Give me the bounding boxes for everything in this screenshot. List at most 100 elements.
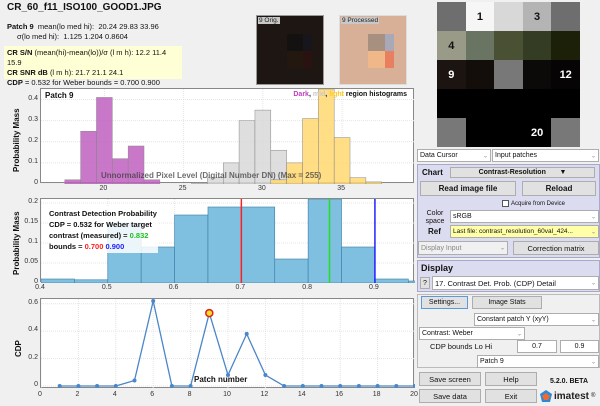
save-screen-button[interactable]: Save screen: [419, 372, 481, 386]
patch-stats: Patch 9 mean(lo med hi): 20.24 29.83 33.…: [7, 22, 159, 41]
axis-tick-label: 8: [187, 391, 192, 398]
axis-tick-label: 0.05: [24, 258, 38, 265]
axis-tick-label: 0.1: [28, 238, 38, 245]
patch-cell[interactable]: [522, 31, 552, 60]
display-select[interactable]: 17. Contrast Det. Prob. (CDP) Detail ⌄: [432, 276, 599, 290]
patch-cell[interactable]: [551, 31, 580, 60]
cdp-hi-input[interactable]: 0.9: [560, 340, 599, 353]
cdp-lo-input[interactable]: 0.7: [517, 340, 557, 353]
exit-button[interactable]: Exit: [485, 389, 537, 403]
axis-tick-label: 0.2: [28, 353, 38, 361]
axis-tick-label: 0.5: [101, 284, 112, 291]
results-highlight: CR S/N (mean(hi)-mean(lo))/σ (l m h): 12…: [4, 46, 182, 87]
help-icon-button[interactable]: ?: [420, 277, 430, 289]
patch-cell[interactable]: [437, 118, 466, 147]
patch-cell[interactable]: [465, 31, 495, 60]
axis-tick-label: 0.15: [24, 218, 38, 225]
axis-tick-label: 0.1: [28, 157, 38, 165]
patch-cell[interactable]: [551, 89, 580, 118]
patch-cell[interactable]: [522, 89, 552, 118]
axis-tick-label: 0.4: [28, 94, 38, 102]
patch-cell[interactable]: [465, 89, 495, 118]
help-button[interactable]: Help: [485, 372, 537, 386]
axis-tick-label: 4: [112, 391, 117, 398]
chevron-down-icon: ⌄: [482, 153, 488, 159]
patch-select[interactable]: Patch 9 ⌄: [477, 355, 599, 368]
test-chart-image[interactable]: 1 3 4 9 12 20: [437, 2, 580, 147]
contrast-select[interactable]: Contrast: Weber ⌄: [419, 327, 525, 340]
axis-tick-label: 0.7: [235, 284, 246, 291]
sigma-values: 1.125 1.204 0.8604: [63, 32, 128, 41]
cdp-annotation: Contrast Detection Probability CDP = 0.5…: [48, 207, 158, 253]
axis-tick-label: 16: [335, 391, 344, 398]
patch-cell[interactable]: 20: [522, 118, 552, 147]
settings-button[interactable]: Settings...: [421, 296, 468, 309]
imatest-logo-icon: [540, 390, 552, 402]
axis-tick-label: 0.3: [28, 115, 38, 123]
axis-tick-label: 0.2: [28, 136, 38, 144]
acquire-checkbox[interactable]: Acquire from Device: [502, 200, 565, 207]
axis-tick-label: 12: [260, 391, 269, 398]
axis-tick-label: 0: [38, 391, 42, 398]
patch-cell[interactable]: 9: [437, 60, 466, 89]
image-stats-button[interactable]: Image Stats: [472, 296, 542, 309]
data-cursor-select[interactable]: Data Cursor ⌄: [417, 149, 491, 162]
chevron-down-icon: ⌄: [590, 153, 596, 159]
patch-label: Patch 9: [7, 22, 34, 31]
patch-cell[interactable]: [437, 2, 466, 31]
axis-tick-label: 2: [75, 391, 80, 398]
axis-tick-label: 20: [99, 185, 108, 192]
patch-cell[interactable]: [494, 31, 523, 60]
axis-tick-label: 0.4: [35, 284, 45, 291]
axis-tick-label: 0.6: [28, 298, 38, 306]
constant-patch-select[interactable]: Constant patch Y (xyY) ⌄: [474, 313, 599, 326]
axis-tick-label: 30: [257, 185, 266, 192]
orig-thumbnail: 9 Orig.: [256, 15, 324, 85]
color-space-select[interactable]: sRGB ⌄: [450, 210, 599, 223]
axis-tick-label: 0: [34, 278, 38, 285]
axis-tick-label: 0.8: [302, 284, 312, 291]
axis-tick-label: 25: [178, 185, 187, 192]
ref-select[interactable]: Last file: contrast_resolution_60val_424…: [450, 225, 599, 238]
patch-cell[interactable]: [522, 60, 552, 89]
reload-button[interactable]: Reload: [522, 181, 596, 196]
correction-matrix-button[interactable]: Correction matrix: [513, 241, 599, 255]
patch-cell[interactable]: [494, 118, 523, 147]
chart-title: Patch 9: [45, 91, 74, 100]
patch-cell[interactable]: 12: [551, 60, 580, 89]
x-axis-label: Unnormalized Pixel Level (Digital Number…: [101, 171, 322, 180]
processed-thumbnail: 9 Processed: [339, 15, 407, 85]
axis-tick-label: 10: [223, 391, 231, 398]
patch-cell[interactable]: [437, 89, 466, 118]
axis-tick-label: 20: [410, 391, 418, 398]
contrast-histogram-chart: Contrast Detection Probability CDP = 0.5…: [40, 198, 415, 283]
input-patches-select[interactable]: Input patches ⌄: [492, 149, 599, 162]
patch-cell[interactable]: [551, 118, 580, 147]
save-data-button[interactable]: Save data: [419, 389, 481, 403]
patch-cell[interactable]: [494, 2, 523, 31]
read-image-button[interactable]: Read image file: [420, 181, 516, 196]
version-label: 5.2.0. BETA: [550, 378, 588, 385]
mean-values: 20.24 29.83 33.96: [98, 22, 159, 31]
axis-tick-label: 0.2: [28, 198, 38, 205]
patch-cell[interactable]: [465, 60, 495, 89]
patch-cell[interactable]: [494, 60, 523, 89]
chart-type-dropdown[interactable]: Contrast-Resolution ▼: [450, 167, 595, 178]
axis-tick-label: 18: [372, 391, 381, 398]
patch-cell[interactable]: [551, 2, 580, 31]
axis-tick-label: 0.9: [369, 284, 379, 291]
axis-tick-label: 14: [297, 391, 306, 398]
patch-cell[interactable]: 3: [522, 2, 552, 31]
chart-panel: Chart Contrast-Resolution ▼ Read image f…: [417, 164, 600, 258]
patch-cell[interactable]: [465, 118, 495, 147]
patch-cell[interactable]: [494, 89, 523, 118]
cdp-line-chart: Patch number: [40, 298, 415, 389]
patch-cell[interactable]: 1: [465, 2, 495, 31]
display-input-select[interactable]: Display Input ⌄: [418, 241, 508, 255]
axis-tick-label: 0: [34, 381, 38, 388]
axis-tick-label: 0: [34, 179, 38, 186]
axis-tick-label: 6: [150, 391, 155, 398]
patch-cell[interactable]: 4: [437, 31, 466, 60]
imatest-logo: imatest ®: [540, 390, 595, 402]
x-axis-label: Patch number: [194, 375, 248, 384]
